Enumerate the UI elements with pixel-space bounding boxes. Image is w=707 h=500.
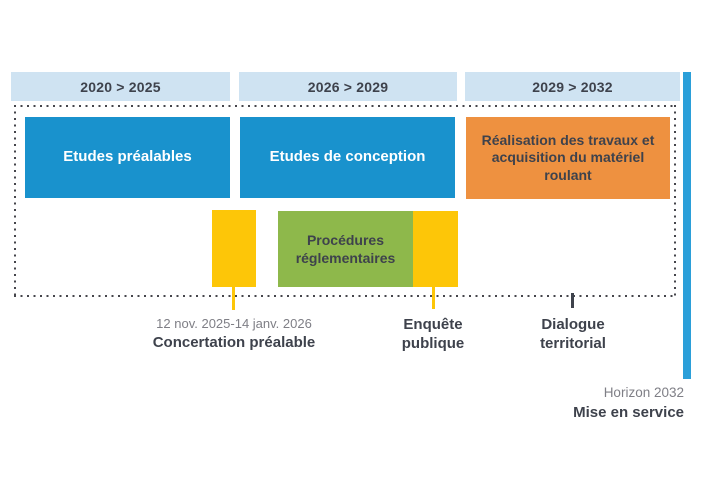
horizon-date: Horizon 2032 xyxy=(603,385,684,400)
milestone-dialogue-territorial: Dialogue territorial xyxy=(518,316,628,354)
milestone-stem-concertation xyxy=(232,287,235,310)
milestone-tick-dialogue xyxy=(571,293,574,308)
milestone-enquete-publique: Enquête publique xyxy=(383,316,483,354)
frame-border-left xyxy=(14,105,16,297)
milestone-label: Enquête publique xyxy=(401,316,465,352)
milestone-label: Dialogue territorial xyxy=(540,316,606,352)
frame-border-top xyxy=(14,105,676,107)
milestone-concertation-prealable: 12 nov. 2025-14 janv. 2026 Concertation … xyxy=(124,316,344,353)
subphase-procedures-reglementaires: Procédures réglementaires xyxy=(278,211,413,287)
milestone-date: 12 nov. 2025-14 janv. 2026 xyxy=(156,316,312,331)
phase-etudes-prealables: Etudes préalables xyxy=(25,117,230,198)
phase-etudes-de-conception: Etudes de conception xyxy=(240,117,455,198)
horizon-label: Mise en service xyxy=(573,404,684,421)
milestone-stem-enquete xyxy=(432,287,435,309)
frame-border-bottom xyxy=(14,295,676,297)
period-2020-2025: 2020 > 2025 xyxy=(11,72,230,101)
milestone-marker-enquete xyxy=(413,211,458,287)
milestone-marker-concertation xyxy=(212,210,256,287)
accent-bar xyxy=(683,72,691,379)
frame-border-right xyxy=(674,105,676,297)
horizon-2032: Horizon 2032 Mise en service xyxy=(573,385,684,421)
period-2029-2032: 2029 > 2032 xyxy=(465,72,680,101)
phase-realisation-travaux: Réalisation des travaux et acquisition d… xyxy=(466,117,670,199)
milestone-label: Concertation préalable xyxy=(152,334,316,351)
period-2026-2029: 2026 > 2029 xyxy=(239,72,457,101)
